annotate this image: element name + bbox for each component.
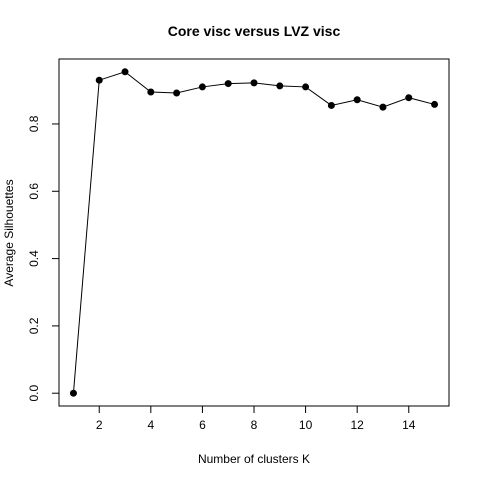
data-point <box>353 96 361 104</box>
data-point <box>302 83 310 91</box>
x-tick-label: 12 <box>350 418 364 432</box>
y-tick-label: 0.6 <box>27 183 41 200</box>
y-tick-label: 0.8 <box>27 115 41 132</box>
series-layer <box>69 68 439 397</box>
data-point <box>198 83 206 91</box>
data-point <box>276 82 284 90</box>
series-line <box>72 71 435 394</box>
y-tick-label: 0.2 <box>27 317 41 334</box>
data-point <box>69 389 77 397</box>
data-point <box>327 101 335 109</box>
y-tick-label: 0.0 <box>27 385 41 402</box>
x-tick-label: 14 <box>402 418 416 432</box>
x-axis-label: Number of clusters K <box>198 452 310 466</box>
x-axis: 2 4 6 8 10 12 14 <box>96 405 416 432</box>
plot-frame <box>58 58 450 407</box>
data-point <box>224 80 232 88</box>
x-tick-label: 8 <box>251 418 258 432</box>
data-point <box>95 76 103 84</box>
chart-title: Core visc versus LVZ visc <box>168 23 341 39</box>
data-point <box>173 89 181 97</box>
y-axis: 0.0 0.2 0.4 0.6 0.8 <box>27 115 60 402</box>
x-tick-label: 2 <box>96 418 103 432</box>
y-axis-label: Average Silhouettes <box>2 179 16 286</box>
y-tick-label: 0.4 <box>27 250 41 267</box>
x-tick-label: 10 <box>299 418 313 432</box>
data-point <box>431 100 439 108</box>
data-point <box>379 103 387 111</box>
data-point <box>405 94 413 102</box>
x-tick-label: 6 <box>199 418 206 432</box>
data-point <box>121 68 129 76</box>
data-point <box>147 88 155 96</box>
data-point <box>250 79 258 87</box>
x-tick-label: 4 <box>147 418 154 432</box>
